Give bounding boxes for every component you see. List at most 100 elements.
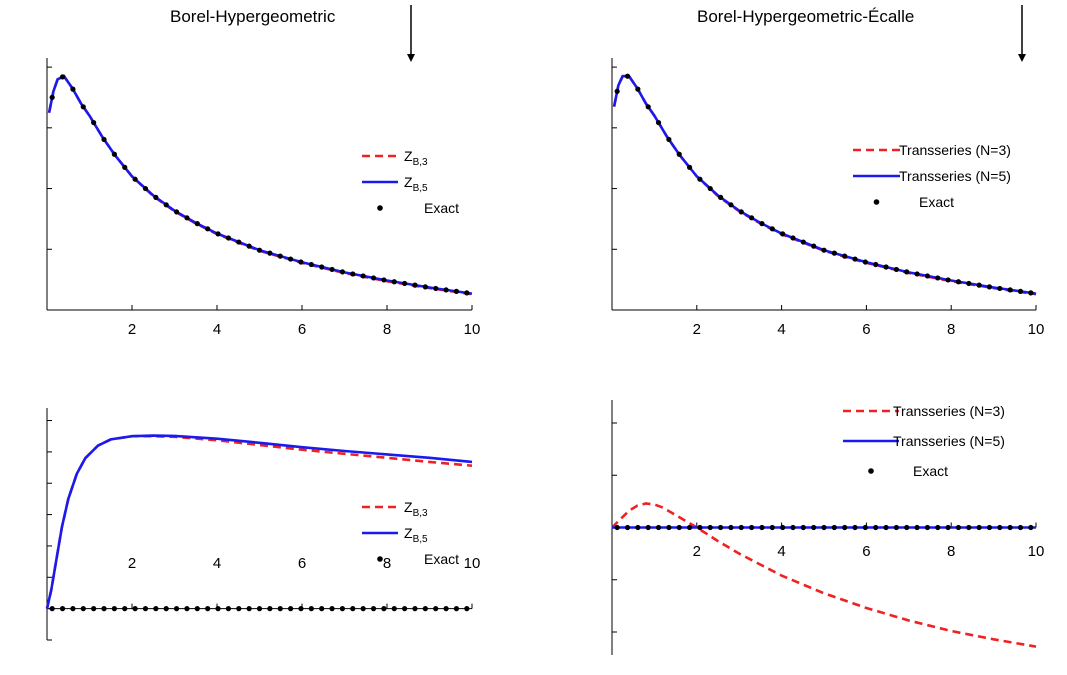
- annotation-arrow-head: [407, 54, 415, 62]
- exact-data-point: [132, 176, 138, 182]
- exact-data-point: [759, 524, 765, 531]
- exact-data-point: [360, 606, 366, 612]
- exact-data-point: [697, 524, 703, 531]
- x-tick-label: 8: [383, 321, 391, 338]
- exact-data-point: [728, 524, 734, 531]
- exact-data-point: [676, 151, 682, 157]
- exact-data-point: [666, 136, 672, 143]
- exact-data-point: [142, 185, 149, 192]
- exact-data-point: [821, 524, 827, 531]
- panel-c: 2 4 6 8 10 Transseries (N=3) Transseries (N=5)…: [611, 5, 1045, 338]
- exact-data-point: [246, 606, 252, 612]
- exact-data-point: [966, 524, 972, 531]
- legend-entry: Transseries (N=3): [893, 403, 1005, 419]
- exact-data-point: [769, 226, 775, 232]
- exact-data-point: [329, 266, 335, 273]
- exact-data-point: [101, 136, 107, 143]
- legend-entry: Transseries (N=3): [899, 142, 1011, 158]
- exact-data-point: [91, 606, 97, 612]
- exact-data-point: [645, 524, 651, 531]
- exact-data-point: [966, 280, 972, 287]
- exact-data-point: [277, 253, 283, 259]
- exact-data-point: [852, 524, 858, 531]
- exact-data-point: [402, 280, 408, 287]
- exact-data-point: [319, 606, 325, 612]
- exact-data-point: [464, 290, 470, 296]
- exact-data-point: [370, 275, 377, 281]
- series-line-0: [611, 502, 1037, 648]
- exact-data-point: [287, 606, 294, 612]
- x-tick-label: 2: [128, 321, 136, 338]
- exact-data-point: [122, 606, 128, 612]
- exact-data-point: [360, 273, 366, 279]
- exact-data-point: [914, 271, 920, 277]
- exact-data-point: [614, 524, 620, 531]
- series-line-1: [45, 434, 473, 609]
- exact-data-point: [955, 279, 962, 285]
- exact-data-point: [893, 524, 899, 531]
- exact-data-point: [800, 239, 806, 245]
- exact-data-point: [184, 215, 190, 221]
- exact-data-point: [707, 185, 713, 192]
- exact-data-point: [893, 266, 899, 273]
- legend-symbol: Z: [404, 174, 413, 190]
- exact-data-point: [614, 88, 620, 94]
- exact-data-point: [464, 606, 470, 612]
- exact-data-point: [111, 151, 117, 157]
- x-tick-label: 4: [777, 543, 785, 560]
- exact-data-point: [842, 524, 848, 531]
- exact-data-point: [800, 524, 806, 531]
- exact-data-point: [945, 277, 951, 283]
- exact-data-point: [122, 164, 128, 170]
- exact-data-point: [738, 209, 744, 215]
- exact-data-point: [790, 524, 796, 531]
- exact-data-point: [883, 524, 889, 531]
- exact-data-point: [339, 269, 346, 275]
- x-tick-label: 10: [1028, 321, 1045, 338]
- exact-data-point: [986, 284, 993, 290]
- exact-data-point: [1017, 288, 1024, 294]
- exact-data-point: [749, 215, 755, 221]
- exact-data-point: [308, 261, 314, 268]
- exact-data-point: [986, 524, 993, 531]
- exact-data-point: [686, 524, 693, 531]
- series-line-0: [612, 74, 1037, 296]
- x-tick-label: 2: [128, 555, 136, 572]
- x-tick-label: 8: [947, 321, 955, 338]
- exact-data-point: [59, 606, 66, 612]
- exact-data-point: [811, 524, 817, 531]
- exact-data-point: [676, 524, 682, 531]
- exact-data-point: [381, 606, 387, 612]
- x-tick-label: 4: [777, 321, 785, 338]
- exact-data-point: [955, 524, 962, 531]
- exact-data-point: [1007, 524, 1013, 531]
- exact-data-point: [976, 524, 982, 531]
- legend-marker: [873, 199, 880, 205]
- legend-entry: Exact: [919, 194, 954, 210]
- exact-data-point: [862, 524, 868, 531]
- exact-data-point: [194, 606, 200, 612]
- exact-data-point: [831, 524, 837, 531]
- exact-data-point: [686, 164, 693, 170]
- legend-subscript: B,3: [413, 157, 428, 168]
- exact-data-point: [790, 235, 796, 241]
- exact-data-point: [717, 524, 724, 531]
- exact-data-point: [697, 176, 703, 182]
- exact-data-point: [422, 284, 428, 290]
- exact-data-point: [101, 606, 107, 612]
- exact-data-point: [391, 606, 397, 612]
- exact-data-point: [80, 104, 86, 110]
- legend-symbol: Z: [404, 499, 413, 515]
- exact-data-point: [780, 231, 786, 237]
- exact-data-point: [821, 247, 827, 253]
- exact-data-point: [997, 524, 1003, 531]
- legend-entry: Transseries (N=5): [893, 433, 1005, 449]
- exact-data-point: [194, 221, 200, 227]
- legend-entry: ZB,3: [404, 499, 428, 519]
- exact-data-point: [904, 524, 910, 531]
- exact-data-point: [904, 269, 910, 275]
- annotation-arrow-head: [1018, 54, 1026, 62]
- exact-data-point: [924, 273, 931, 279]
- exact-data-point: [811, 243, 817, 249]
